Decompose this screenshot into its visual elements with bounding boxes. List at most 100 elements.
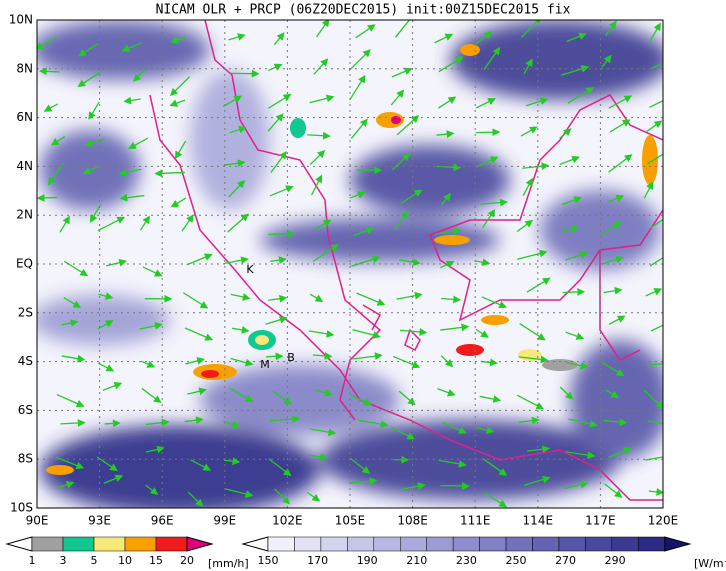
wind-arrow bbox=[314, 219, 332, 231]
wind-arrow bbox=[63, 297, 82, 309]
wind-arrow bbox=[436, 130, 455, 138]
wind-arrow bbox=[274, 488, 291, 505]
wind-arrow bbox=[524, 475, 551, 486]
colorbar-end bbox=[5, 536, 33, 552]
wind-arrow bbox=[604, 483, 623, 498]
wind-arrow bbox=[88, 101, 100, 120]
colorbar-box bbox=[373, 536, 401, 552]
colorbar-box bbox=[585, 536, 613, 552]
lat-label: 4N bbox=[16, 159, 33, 173]
wind-arrow bbox=[566, 32, 587, 43]
wind-arrow bbox=[396, 114, 420, 136]
wind-arrow bbox=[98, 292, 114, 300]
wind-arrow bbox=[475, 31, 493, 45]
colorbar-end bbox=[186, 536, 214, 552]
wind-arrow bbox=[608, 447, 632, 458]
wind-arrow bbox=[269, 185, 294, 197]
lon-label: 114E bbox=[523, 514, 554, 528]
wind-arrow bbox=[649, 363, 663, 366]
wind-arrow bbox=[309, 293, 324, 303]
place-label: B bbox=[287, 351, 295, 364]
colorbar-label: 190 bbox=[357, 554, 378, 567]
wind-arrow bbox=[355, 24, 376, 39]
wind-arrow bbox=[391, 152, 411, 171]
wind-arrow bbox=[601, 255, 624, 265]
colorbar-unit: [mm/h] bbox=[208, 557, 249, 570]
lon-label: 102E bbox=[272, 514, 303, 528]
wind-arrow bbox=[564, 251, 589, 261]
wind-arrow bbox=[104, 419, 121, 428]
lon-label: 117E bbox=[585, 514, 616, 528]
colorbar-box bbox=[505, 536, 533, 552]
wind-arrow bbox=[348, 49, 371, 72]
wind-arrow bbox=[268, 229, 295, 238]
colorbar-box bbox=[532, 536, 560, 552]
wind-arrow bbox=[608, 95, 633, 109]
wind-arrow bbox=[400, 189, 423, 205]
colorbar-label: 20 bbox=[180, 554, 194, 567]
wind-arrow bbox=[170, 197, 187, 208]
wind-arrow bbox=[350, 118, 368, 139]
wind-arrow bbox=[154, 169, 185, 178]
colorbar-box bbox=[93, 536, 126, 552]
wind-arrow bbox=[43, 103, 59, 112]
wind-arrow bbox=[273, 32, 285, 46]
colorbar-label: 1 bbox=[29, 554, 36, 567]
wind-arrow bbox=[223, 256, 249, 265]
wind-arrow bbox=[311, 174, 323, 196]
wind-arrow bbox=[98, 362, 115, 372]
wind-arrow bbox=[230, 293, 251, 301]
wind-arrow bbox=[518, 416, 540, 425]
wind-arrow bbox=[568, 418, 598, 428]
wind-arrow bbox=[84, 138, 105, 147]
colorbar-box bbox=[400, 536, 427, 552]
wind-arrow bbox=[480, 358, 498, 367]
wind-arrow bbox=[562, 288, 586, 296]
colorbar-label: 270 bbox=[555, 554, 576, 567]
wind-arrow bbox=[525, 97, 549, 107]
wind-arrow bbox=[270, 150, 287, 174]
wind-arrow bbox=[77, 70, 102, 88]
wind-arrow bbox=[609, 119, 631, 133]
wind-arrow bbox=[349, 74, 366, 101]
wind-arrow bbox=[559, 155, 580, 166]
wind-arrow bbox=[145, 418, 170, 427]
wind-arrow bbox=[145, 484, 159, 495]
wind-arrow bbox=[475, 98, 496, 109]
wind-arrow bbox=[37, 194, 58, 202]
colorbar-label: 210 bbox=[406, 554, 427, 567]
wind-arrow bbox=[400, 328, 428, 336]
lat-label: 4S bbox=[18, 354, 33, 368]
wind-arrow bbox=[358, 419, 389, 429]
lat-label: 2N bbox=[16, 208, 33, 222]
wind-arrow bbox=[270, 256, 287, 264]
wind-arrow bbox=[441, 421, 467, 434]
lon-label: 99E bbox=[213, 514, 236, 528]
colorbar-box bbox=[611, 536, 639, 552]
wind-arrow bbox=[145, 445, 165, 454]
wind-arrow bbox=[440, 260, 455, 269]
colorbar-label: 5 bbox=[91, 554, 98, 567]
wind-arrow bbox=[522, 177, 533, 196]
wind-arrow bbox=[475, 258, 491, 267]
wind-arrow bbox=[396, 291, 423, 300]
wind-arrow bbox=[174, 140, 187, 160]
colorbar-label: 250 bbox=[505, 554, 526, 567]
lat-label: 8S bbox=[18, 452, 33, 466]
wind-arrow bbox=[132, 67, 147, 82]
wind-arrow bbox=[231, 326, 250, 334]
colorbar-box bbox=[558, 536, 586, 552]
wind-arrow bbox=[268, 458, 292, 477]
lon-label: 90E bbox=[26, 514, 49, 528]
wind-arrow bbox=[482, 458, 508, 476]
wind-arrow bbox=[605, 389, 620, 399]
wind-arrow bbox=[352, 328, 381, 339]
wind-arrow bbox=[481, 296, 507, 309]
wind-arrow bbox=[603, 418, 628, 426]
colorbar-box bbox=[155, 536, 188, 552]
wind-arrow bbox=[123, 96, 141, 105]
wind-arrow bbox=[312, 244, 339, 263]
wind-arrow bbox=[142, 266, 163, 277]
wind-arrow bbox=[267, 63, 283, 72]
